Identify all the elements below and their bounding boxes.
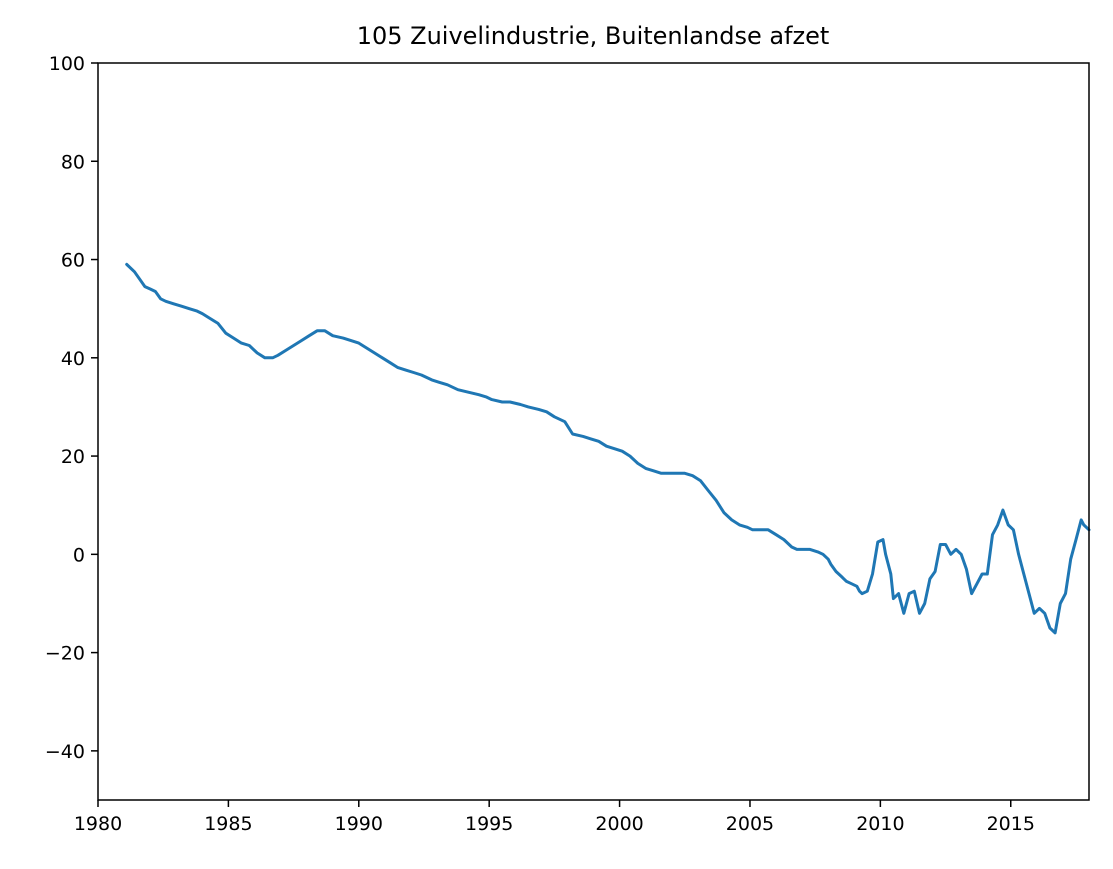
y-tick-label: 40 (61, 348, 85, 370)
x-tick-label: 2010 (856, 813, 904, 835)
y-tick-label: −20 (45, 643, 85, 665)
x-tick-label: 1995 (465, 813, 513, 835)
y-tick-label: 0 (73, 544, 85, 566)
y-axis: −40 −20 0 20 40 60 80 100 (45, 53, 98, 763)
plot-area (125, 262, 1091, 635)
x-tick-label: 1990 (335, 813, 383, 835)
series-line-0 (125, 262, 1091, 635)
x-tick-label: 2015 (987, 813, 1035, 835)
x-tick-label: 2005 (726, 813, 774, 835)
y-tick-label: 60 (61, 250, 85, 272)
x-tick-label: 1985 (204, 813, 252, 835)
y-tick-label: −40 (45, 741, 85, 763)
y-tick-label: 80 (61, 151, 85, 173)
y-tick-label: 100 (49, 53, 85, 75)
plot-frame (97, 62, 1090, 801)
x-tick-label: 2000 (595, 813, 643, 835)
chart-title: 105 Zuivelindustrie, Buitenlandse afzet (357, 22, 830, 50)
y-tick-label: 20 (61, 446, 85, 468)
x-tick-label: 1980 (74, 813, 122, 835)
x-axis: 1980 1985 1990 1995 2000 2005 2010 2015 (74, 800, 1035, 835)
